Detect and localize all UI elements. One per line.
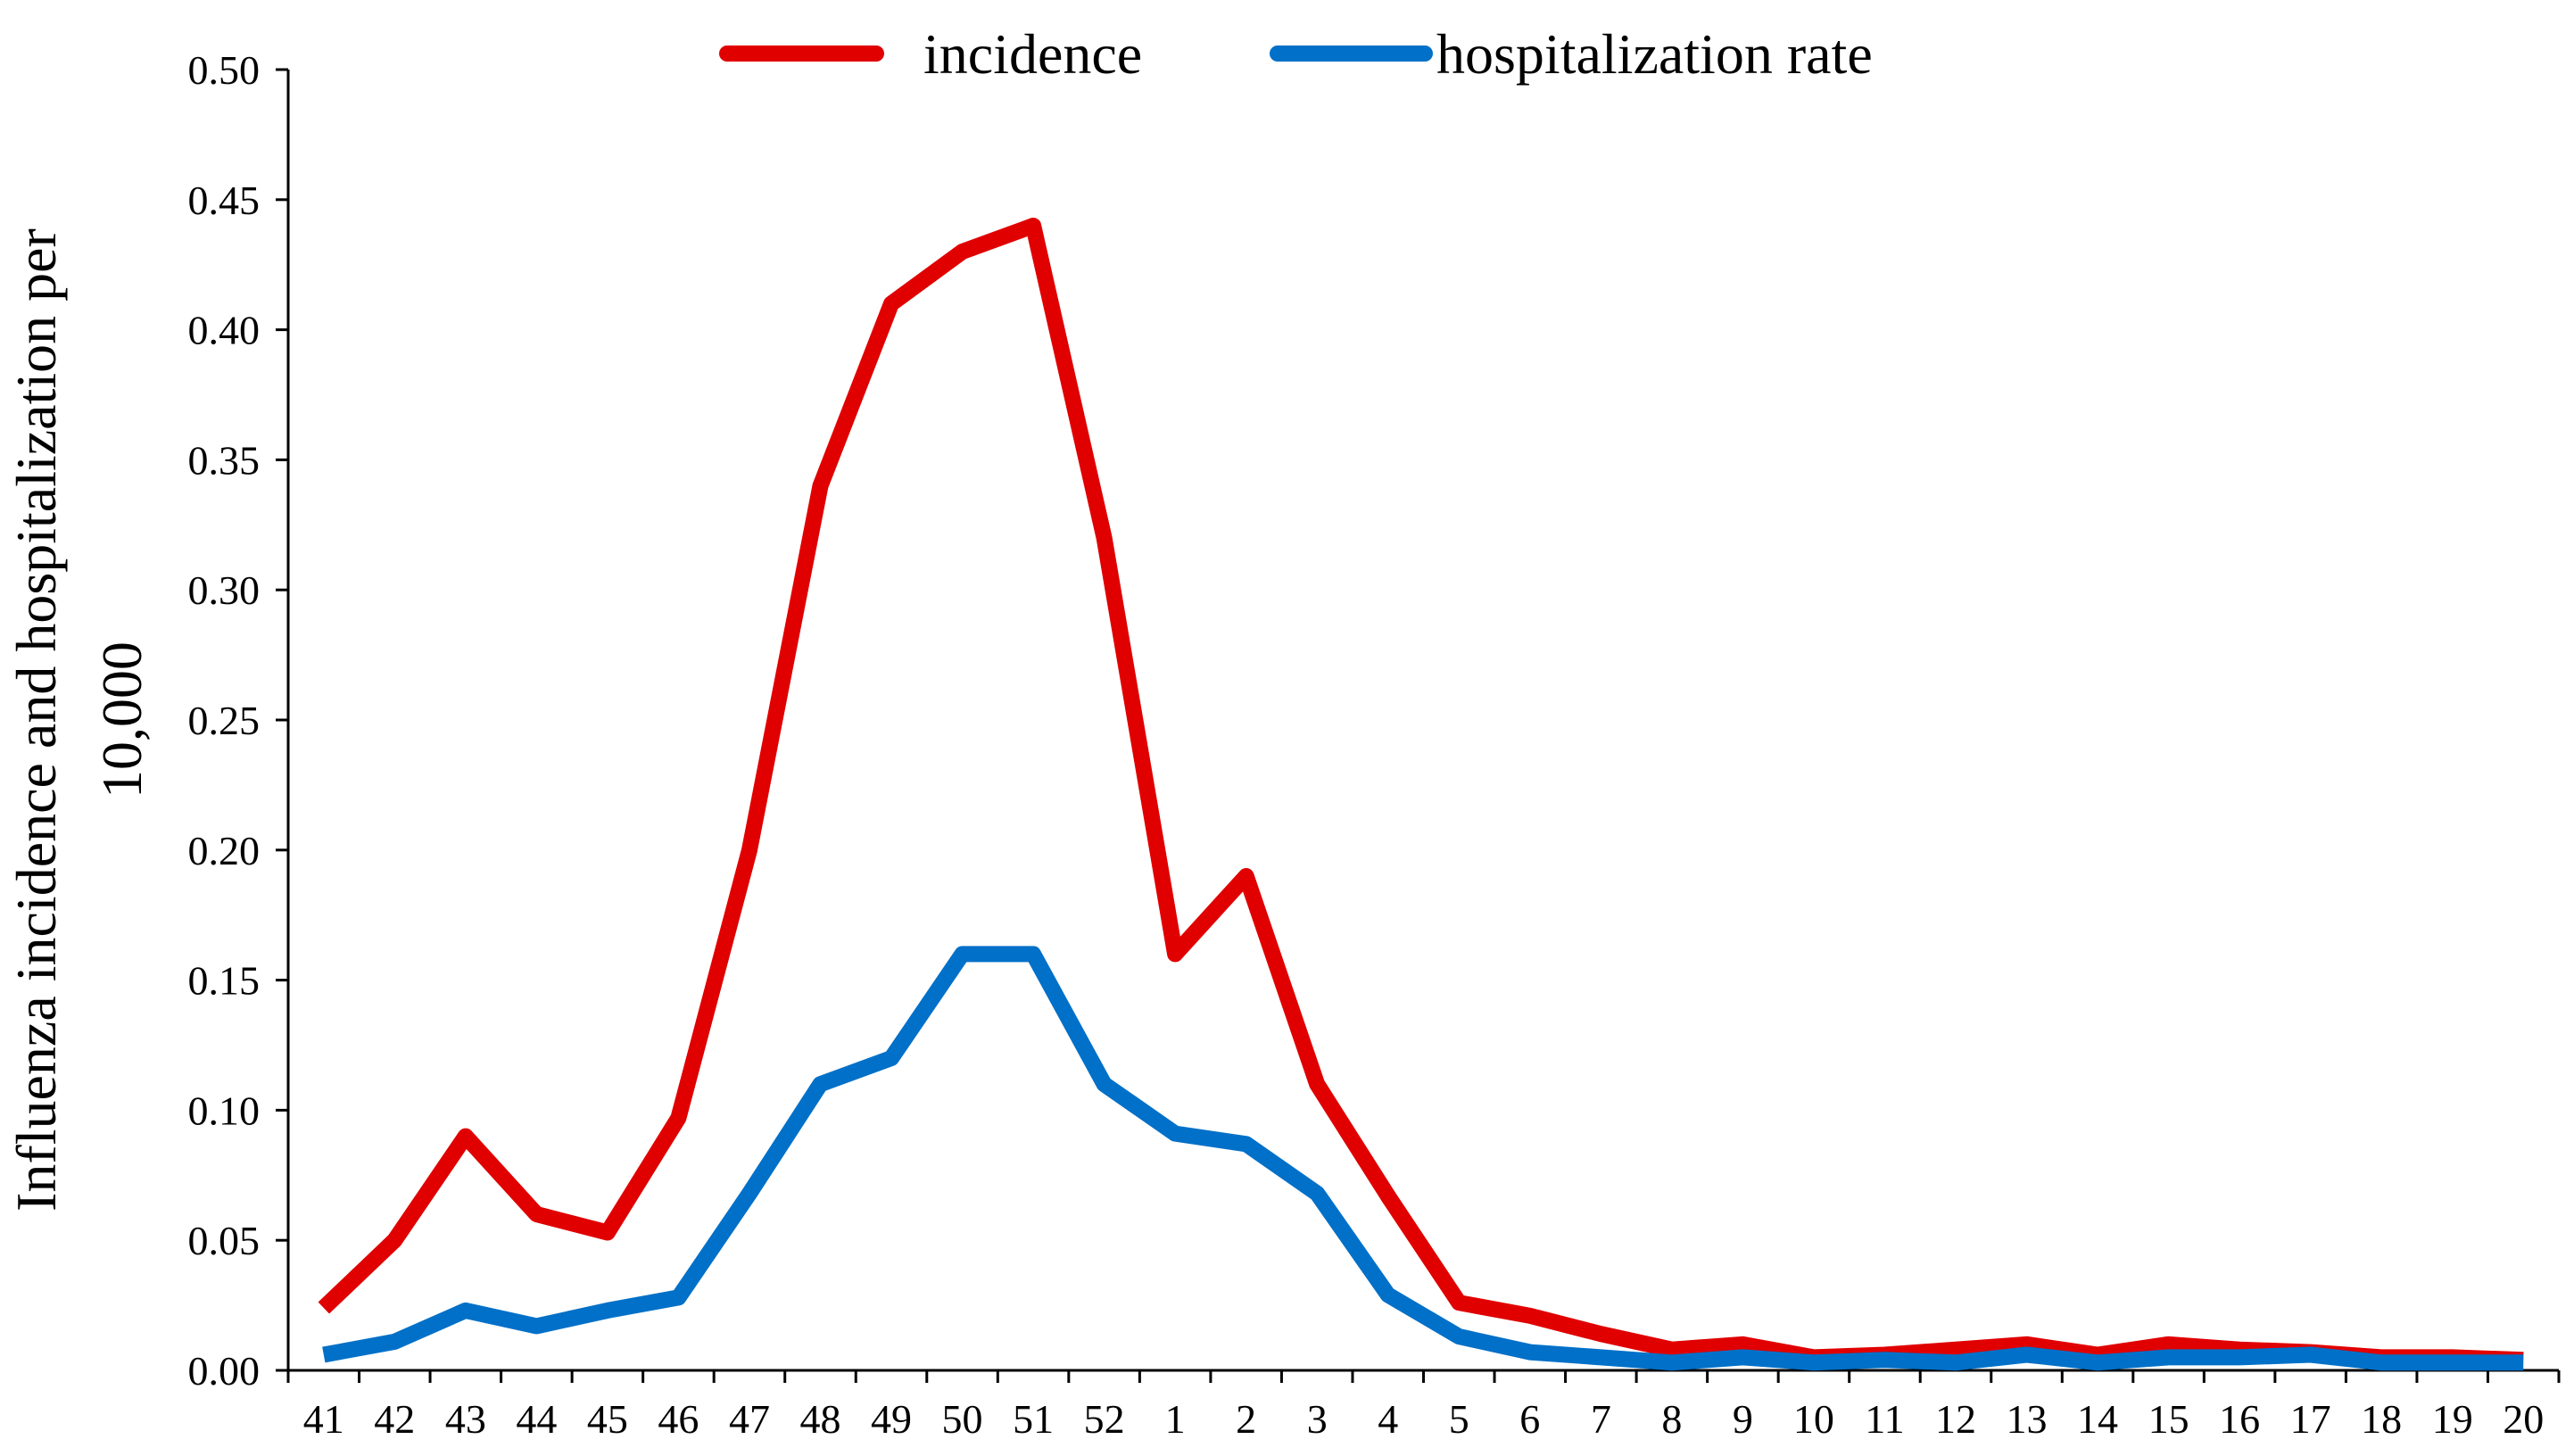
- series-line-hospitalization-rate: [322, 946, 2524, 1371]
- legend-label-hospitalization-rate: hospitalization rate: [1436, 22, 1873, 86]
- x-tick-label: 49: [871, 1396, 912, 1442]
- x-tick-label: 20: [2503, 1396, 2544, 1442]
- x-tick-label: 42: [374, 1396, 415, 1442]
- x-tick-label: 52: [1084, 1396, 1125, 1442]
- x-tick-label: 9: [1733, 1396, 1753, 1442]
- x-tick-label: 50: [942, 1396, 983, 1442]
- x-tick-label: 2: [1236, 1396, 1256, 1442]
- y-tick-label: 0.35: [188, 437, 261, 483]
- x-tick-label: 18: [2361, 1396, 2402, 1442]
- x-tick-label: 16: [2219, 1396, 2260, 1442]
- x-tick-label: 4: [1378, 1396, 1398, 1442]
- y-tick-label: 0.15: [188, 958, 261, 1004]
- x-tick-label: 15: [2148, 1396, 2189, 1442]
- y-axis-title: Influenza incidence and hospitalization …: [4, 228, 153, 1212]
- y-axis-title-line-1: Influenza incidence and hospitalization …: [4, 228, 68, 1212]
- y-tick-label: 0.10: [188, 1088, 261, 1133]
- y-tick-label: 0.50: [188, 47, 261, 93]
- x-tick-label: 46: [658, 1396, 699, 1442]
- x-tick-label: 1: [1165, 1396, 1186, 1442]
- x-tick-label: 17: [2290, 1396, 2331, 1442]
- y-tick-label: 0.20: [188, 828, 261, 873]
- legend-label-incidence: incidence: [923, 22, 1142, 86]
- x-tick-label: 10: [1793, 1396, 1834, 1442]
- x-tick-label: 3: [1307, 1396, 1328, 1442]
- x-axis: 41 42 43 44 45 46 47 48 49 50 51 52 1 2 3 4 5 6 7 8 9 10 11 12 1…: [286, 1369, 2561, 1442]
- y-tick-label: 0.30: [188, 567, 261, 613]
- x-tick-label: 48: [799, 1396, 840, 1442]
- y-tick-label: 0.45: [188, 178, 261, 223]
- x-tick-label: 5: [1449, 1396, 1469, 1442]
- x-tick-label: 14: [2077, 1396, 2118, 1442]
- y-tick-label: 0.40: [188, 308, 261, 353]
- x-tick-label: 13: [2007, 1396, 2048, 1442]
- x-tick-label: 51: [1013, 1396, 1054, 1442]
- legend: incidence hospitalization rate: [719, 22, 1873, 86]
- x-tick-label: 7: [1591, 1396, 1611, 1442]
- x-tick-label: 11: [1865, 1396, 1904, 1442]
- series-layer: [318, 218, 2524, 1371]
- y-tick-label: 0.00: [188, 1348, 261, 1394]
- x-tick-label: 12: [1935, 1396, 1976, 1442]
- y-axis: 0.00 0.05 0.10 0.15 0.20 0.25 0.30 0.35 0.40 0.45…: [188, 47, 290, 1394]
- x-tick-label: 44: [516, 1396, 557, 1442]
- x-tick-label: 19: [2432, 1396, 2473, 1442]
- x-tick-label: 41: [303, 1396, 344, 1442]
- x-tick-label: 45: [587, 1396, 628, 1442]
- x-tick-label: 47: [729, 1396, 770, 1442]
- y-tick-label: 0.05: [188, 1218, 261, 1263]
- y-axis-title-line-2: 10,000: [90, 641, 153, 798]
- y-tick-label: 0.25: [188, 698, 261, 743]
- series-line-incidence: [318, 218, 2524, 1369]
- x-tick-label: 43: [445, 1396, 486, 1442]
- x-tick-label: 8: [1661, 1396, 1682, 1442]
- x-tick-label: 6: [1519, 1396, 1540, 1442]
